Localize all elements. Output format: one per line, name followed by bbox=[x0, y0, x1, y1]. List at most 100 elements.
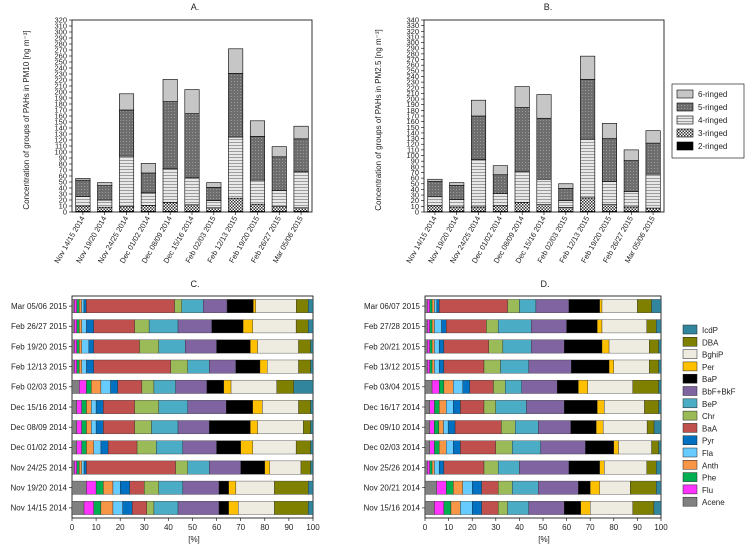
x-tick-label: 10 bbox=[92, 523, 101, 532]
bar-segment-per bbox=[608, 359, 614, 374]
y-tick-label: 260 bbox=[54, 52, 67, 61]
bar-segment-4-ringed bbox=[97, 199, 113, 208]
bar-segment-icdp bbox=[651, 299, 662, 313]
bar-segment-anth bbox=[79, 460, 82, 475]
legend-swatch-bap bbox=[682, 373, 698, 384]
y-tick-label: 170 bbox=[406, 112, 419, 121]
bar-segment-bghip bbox=[604, 400, 645, 414]
bar-segment-pyr bbox=[462, 379, 471, 394]
bar-segment-flu bbox=[429, 420, 435, 435]
bar-segment-6-ringed bbox=[75, 178, 91, 181]
bar-segment-bghip bbox=[257, 339, 299, 354]
bar-segment-bap bbox=[211, 319, 244, 334]
bar-segment-bap bbox=[216, 440, 241, 455]
bar-segment-3-ringed bbox=[162, 202, 178, 212]
legend-label-2-ringed: 2-ringed bbox=[698, 142, 727, 151]
bar-segment-3-ringed bbox=[514, 202, 530, 212]
bar-segment-bep bbox=[512, 480, 539, 495]
y-tick-label: 200 bbox=[406, 95, 419, 104]
bar-segment-4-ringed bbox=[492, 193, 508, 207]
bar-segment-icdp bbox=[658, 440, 662, 455]
bar-segment-phe bbox=[434, 440, 440, 455]
bar-segment-bep bbox=[156, 440, 184, 455]
y-tick-label: 120 bbox=[54, 136, 67, 145]
bar-segment-anth bbox=[79, 359, 82, 374]
bar-segment-6-ringed bbox=[623, 149, 639, 161]
bar-segment-pyr bbox=[88, 339, 94, 354]
y-tick-label: 10 bbox=[59, 202, 67, 211]
bar-segment-dba bbox=[649, 359, 659, 374]
y-tick-label: Mar 05/06 2015 bbox=[11, 302, 68, 311]
legend-swatch-pyr bbox=[682, 435, 698, 445]
y-tick-label: Feb 20/21 2015 bbox=[364, 342, 421, 351]
x-tick-label: 40 bbox=[164, 523, 173, 532]
bar-segment-fla bbox=[81, 319, 87, 334]
x-tick-label: 50 bbox=[188, 523, 197, 532]
bar-segment-icdp bbox=[310, 359, 314, 374]
panel-c: C. [%] Mar 05/06 2015 Feb 26/27 2015 Feb 1… bbox=[11, 279, 321, 544]
bar-segment-bep bbox=[497, 319, 532, 334]
x-tick-label: 80 bbox=[609, 523, 618, 532]
bar-segment-dba bbox=[646, 420, 655, 435]
y-tick-label: 250 bbox=[54, 58, 67, 67]
bar-segment-per bbox=[228, 501, 239, 515]
legend-swatch-flu bbox=[682, 484, 698, 495]
bar-segment-baa bbox=[107, 440, 138, 455]
bar-segment-anth bbox=[450, 501, 461, 515]
bar-segment-flu bbox=[427, 460, 430, 475]
bar-segment-chr bbox=[146, 501, 155, 515]
bar-segment-anth bbox=[100, 501, 114, 515]
bar-segment-phe bbox=[438, 379, 445, 394]
y-tick-label: Feb 03/04 2015 bbox=[364, 383, 421, 392]
bar-segment-bbf-bkf bbox=[182, 440, 217, 455]
legend-label-bghip: BghiP bbox=[702, 351, 723, 360]
bar-segment-fla bbox=[434, 319, 442, 334]
bar-segment-bbf-bkf bbox=[177, 319, 212, 334]
bar-segment-bep bbox=[158, 480, 184, 495]
x-tick-label: 70 bbox=[586, 523, 595, 532]
bar-segment-fla bbox=[100, 379, 111, 394]
bar-segment-5-ringed bbox=[249, 136, 265, 181]
bar-segment-bap bbox=[218, 480, 229, 495]
y-tick-label: 30 bbox=[411, 191, 419, 200]
bar-segment-dba bbox=[298, 339, 311, 354]
x-tick-label: 100 bbox=[306, 523, 320, 532]
legend-swatch-dba bbox=[682, 337, 698, 347]
bar-segment-icdp bbox=[308, 501, 314, 515]
bar-segment-dba bbox=[644, 400, 659, 414]
bar-segment-flu bbox=[429, 400, 435, 414]
bar-segment-dba bbox=[630, 480, 657, 495]
ring-legend: 6-ringed 5-ringed 4-ringed 3-ringed 2-ringed bbox=[671, 83, 745, 159]
legend-swatch-acene bbox=[682, 496, 698, 507]
bar-segment-5-ringed bbox=[514, 107, 530, 172]
x-tick-label: 20 bbox=[116, 523, 125, 532]
bar-segment-per bbox=[578, 379, 589, 394]
bar-segment-bghip bbox=[587, 379, 633, 394]
bar-segment-bep bbox=[500, 359, 530, 374]
bar-segment-3-ringed bbox=[119, 206, 135, 212]
bar-segment-bep bbox=[181, 299, 204, 313]
y-tick-label: 220 bbox=[54, 76, 67, 85]
bar-segment-bbf-bkf bbox=[187, 400, 227, 414]
y-tick-label: Nov 24/25 2014 bbox=[11, 463, 68, 472]
bar-segment-baa bbox=[103, 420, 135, 435]
bar-segment-acene bbox=[424, 480, 437, 495]
bar-segment-bep bbox=[158, 339, 186, 354]
bar-segment-3-ringed bbox=[492, 205, 508, 212]
bar-segment-5-ringed bbox=[580, 78, 596, 140]
bar-segment-acene bbox=[424, 339, 428, 354]
y-tick-label: 70 bbox=[411, 168, 419, 177]
y-tick-label: 110 bbox=[407, 145, 419, 154]
panel-b: B. Concentration of groups of PAHs in PM… bbox=[374, 2, 745, 265]
bar-segment-acene bbox=[424, 299, 428, 313]
bar-segment-fla bbox=[434, 299, 437, 313]
bar-segment-phe bbox=[76, 359, 80, 374]
y-tick-label: 130 bbox=[54, 130, 67, 139]
bar-segment-chr bbox=[495, 440, 513, 455]
bar-segment-baa bbox=[117, 379, 143, 394]
y-tick-label: 80 bbox=[411, 162, 419, 171]
bar-segment-per bbox=[580, 501, 591, 515]
y-tick-label: 280 bbox=[54, 40, 67, 49]
bar-segment-icdp bbox=[293, 379, 314, 394]
y-tick-label: Feb 27/28 2015 bbox=[364, 322, 421, 331]
